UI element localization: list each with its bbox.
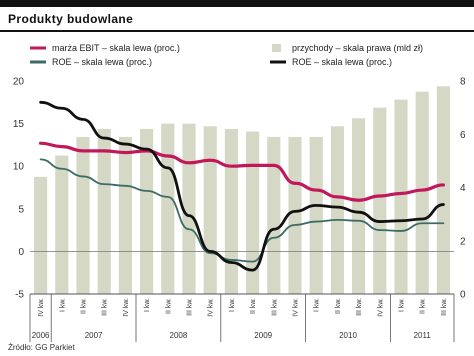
- x-tick-label: III kw.: [356, 298, 363, 316]
- legend-swatch-revenue: [272, 44, 281, 52]
- y-left-tick-label: -5: [15, 290, 24, 301]
- y-left-tick-label: 10: [13, 162, 25, 173]
- bar-revenue-6: [161, 123, 175, 294]
- x-tick-label: III kw.: [187, 298, 194, 316]
- y-right-tick-label: 0: [460, 290, 466, 301]
- bar-revenue-16: [373, 107, 387, 294]
- bar-revenue-0: [34, 176, 48, 294]
- x-tick-label: I kw.: [229, 298, 236, 312]
- y-left-tick-label: 20: [13, 77, 25, 88]
- x-tick-label: I kw.: [59, 298, 66, 312]
- source-note: Źródło: GG Parkiet: [8, 343, 75, 352]
- x-tick-label: IV kw.: [38, 298, 45, 317]
- bar-revenue-11: [267, 136, 281, 294]
- y-right-tick-label: 6: [460, 130, 466, 141]
- x-tick-label: III kw.: [102, 298, 109, 316]
- y-right-tick-label: 2: [460, 236, 466, 247]
- bar-revenue-5: [140, 128, 154, 294]
- year-label: 2008: [170, 331, 188, 340]
- x-tick-label: IV kw.: [293, 298, 300, 317]
- year-label: 2009: [254, 331, 272, 340]
- x-tick-label: IV kw.: [377, 298, 384, 317]
- x-tick-label: II kw.: [250, 298, 257, 314]
- y-left-tick-label: 5: [18, 204, 24, 215]
- x-tick-label: I kw.: [399, 298, 406, 312]
- bar-revenue-8: [203, 126, 217, 294]
- x-tick-label: IV kw.: [208, 298, 215, 317]
- bar-revenue-4: [118, 136, 132, 294]
- bar-revenue-2: [76, 136, 90, 294]
- bar-revenue-14: [330, 126, 344, 294]
- year-label: 2007: [85, 331, 103, 340]
- year-label: 2010: [339, 331, 357, 340]
- x-tick-label: I kw.: [314, 298, 321, 312]
- x-tick-label: III kw.: [271, 298, 278, 316]
- bar-revenue-12: [288, 136, 302, 294]
- bar-revenue-15: [352, 118, 366, 295]
- x-tick-label: II kw.: [81, 298, 88, 314]
- bar-revenue-10: [246, 131, 260, 294]
- legend-label-2: ROE – skala lewa (proc.): [52, 57, 152, 67]
- series-line-1: [39, 158, 445, 263]
- y-left-tick-label: 0: [18, 247, 24, 258]
- bar-revenue-9: [224, 128, 238, 294]
- bar-revenue-19: [436, 86, 450, 294]
- title-rule: [0, 30, 474, 32]
- legend-label-0: marża EBIT – skala lewa (proc.): [52, 43, 180, 53]
- series-line-2: [39, 100, 445, 272]
- x-tick-label: II kw.: [335, 298, 342, 314]
- x-tick-label: III kw.: [441, 298, 448, 316]
- bar-revenue-3: [97, 128, 111, 294]
- year-label: 2011: [414, 331, 432, 340]
- bar-revenue-13: [309, 136, 323, 294]
- bar-revenue-17: [394, 99, 408, 294]
- legend-label-3: ROE – skala lewa (proc.): [292, 57, 392, 67]
- x-tick-label: IV kw.: [123, 298, 130, 317]
- y-right-tick-label: 8: [460, 77, 466, 88]
- x-tick-label: II kw.: [420, 298, 427, 314]
- bar-revenue-18: [415, 91, 429, 295]
- y-left-tick-label: 15: [13, 119, 25, 130]
- x-tick-label: I kw.: [144, 298, 151, 312]
- bar-revenue-1: [55, 155, 69, 294]
- top-bar: [0, 0, 474, 7]
- y-right-tick-label: 4: [460, 183, 466, 194]
- series-line-0: [39, 141, 445, 202]
- chart-title: Produkty budowlane: [8, 12, 134, 26]
- year-label: 2006: [32, 331, 50, 340]
- legend-label-1: przychody – skala prawa (mld zł): [292, 43, 423, 53]
- x-tick-label: II kw.: [165, 298, 172, 314]
